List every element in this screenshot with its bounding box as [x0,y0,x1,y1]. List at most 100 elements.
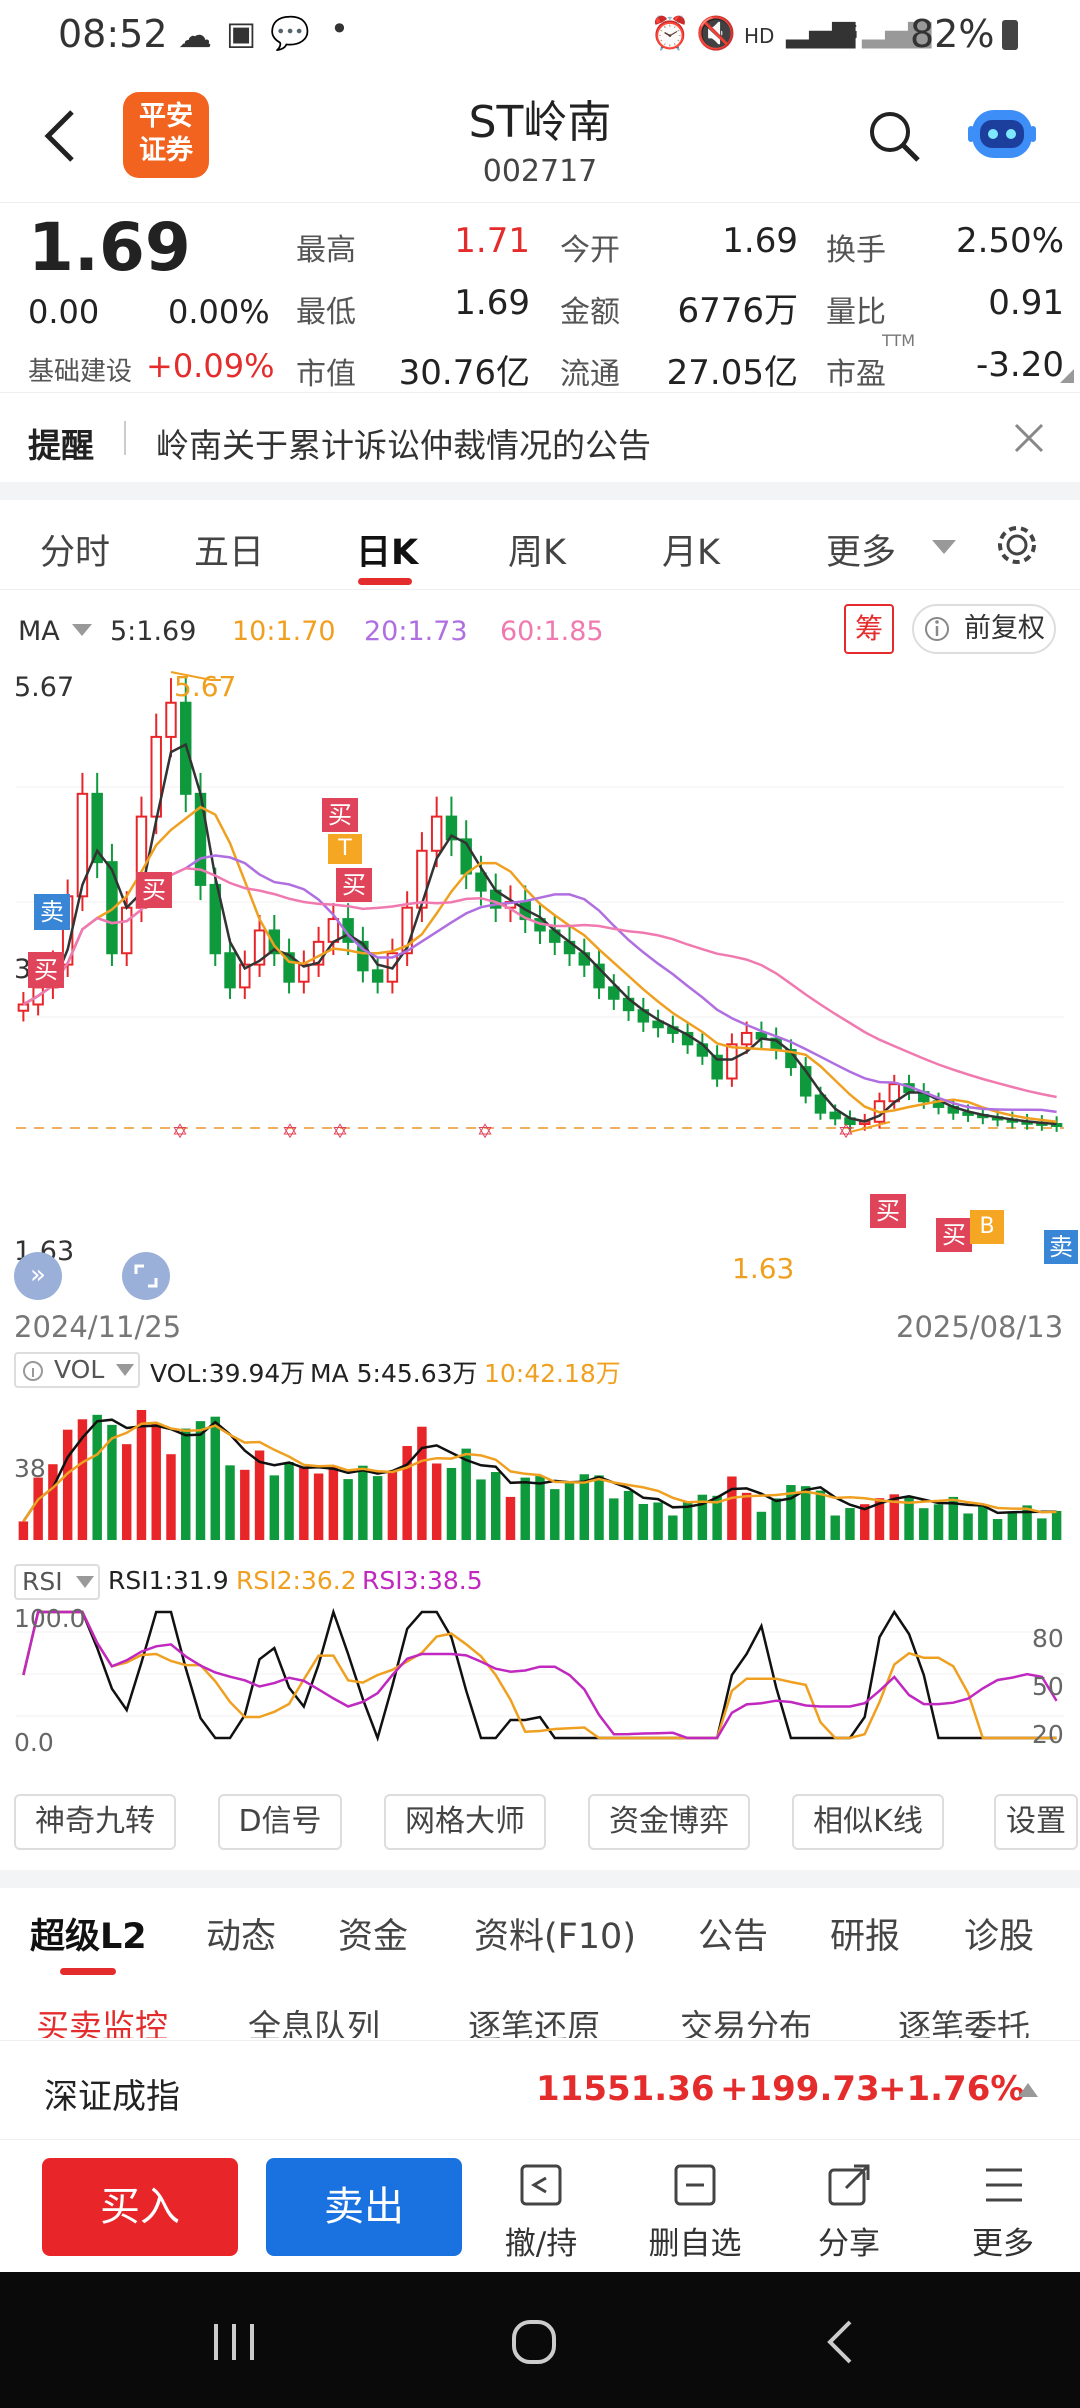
tool-similar-k[interactable]: 相似K线 [792,1794,944,1850]
rsi-selector[interactable]: RSI [14,1564,100,1600]
rsi-chart[interactable] [0,1604,1080,1754]
rsi2-value: RSI2:36.2 [236,1566,357,1595]
price-change: 0.00 [28,293,100,331]
fullscreen-icon[interactable] [122,1252,170,1300]
axis-high-label: 5.67 [14,672,75,703]
tool-settings[interactable]: 设置 [994,1794,1078,1850]
tab-intraday[interactable]: 分时 [40,533,111,573]
info-icon [23,1361,43,1381]
recent-apps-icon[interactable] [206,2320,262,2364]
tab-5day[interactable]: 五日 [194,533,265,573]
tab-super-l2[interactable]: 超级L2 [30,1917,147,1957]
tool-fund-game[interactable]: 资金博弈 [588,1794,750,1850]
tool-magic-nine[interactable]: 神奇九转 [14,1794,176,1850]
robot-assistant-icon[interactable] [966,98,1038,166]
broker-logo[interactable]: 平安 证券 [123,92,209,178]
ma-dropdown-icon[interactable] [72,624,92,638]
sector-change: +0.09% [146,347,275,385]
tab-research[interactable]: 研报 [830,1917,901,1957]
collapse-sidebar-icon[interactable]: » [14,1252,62,1300]
chat-icon: 💬 [270,14,310,52]
volume-chart[interactable] [0,1390,1080,1550]
buy-signal-badge[interactable]: 买 [322,798,358,832]
tab-f10[interactable]: 资料(F10) [474,1917,636,1957]
volume-bar [299,1466,309,1540]
share-button[interactable]: 分享 [794,2160,904,2263]
remove-watchlist-button[interactable]: 删自选 [640,2160,750,2263]
hd-label: HD [744,24,775,48]
buy-button[interactable]: 买入 [42,2158,238,2256]
volume-bar [77,1419,88,1540]
chevron-up-icon[interactable] [1018,2083,1038,2097]
search-icon[interactable] [866,108,922,164]
candle-body [357,940,369,972]
vol-axis-label: 38 [14,1454,46,1483]
buy-signal-badge[interactable]: 买 [28,952,64,988]
vol-selector[interactable]: VOL [14,1352,140,1388]
t-signal-badge[interactable]: T [328,834,362,864]
rsi1-value: RSI1:31.9 [108,1566,229,1595]
sell-button[interactable]: 卖出 [266,2158,462,2256]
buy-signal-badge[interactable]: 买 [136,872,172,908]
buy-signal-badge[interactable]: 买 [936,1218,972,1252]
subtab-full-queue[interactable]: 全息队列 [248,2007,380,2038]
volume-bar [653,1502,663,1540]
tab-announcements[interactable]: 公告 [698,1917,769,1957]
subtab-trade-monitor[interactable]: 买卖监控 [36,2007,168,2038]
tool-d-signal[interactable]: D信号 [218,1794,342,1850]
expand-corner-icon[interactable] [1060,369,1074,383]
tab-daily-k[interactable]: 日K [356,533,419,573]
quote-label-float: 流通 [560,357,620,392]
buy-signal-badge[interactable]: 买 [336,868,372,902]
cancel-hold-button[interactable]: 撤/持 [486,2160,596,2263]
volume-bar [210,1416,220,1540]
index-ticker-bar[interactable]: 深证成指 11551.36 +199.73 +1.76% [0,2040,1080,2140]
menu-icon [986,2168,1022,2202]
sell-signal-badge[interactable]: 卖 [1044,1230,1078,1264]
subtab-trade-distribution[interactable]: 交易分布 [680,2007,812,2038]
close-icon[interactable] [1014,423,1044,453]
ma-label[interactable]: MA [18,616,60,647]
volume-bar [1051,1510,1062,1540]
subtab-tick-restore[interactable]: 逐笔还原 [468,2007,600,2038]
kline-chart-area[interactable]: MA 5:1.69 10:1.70 20:1.73 60:1.85 筹 前复权 … [0,590,1080,1780]
subtab-tick-orders[interactable]: 逐笔委托 [898,2007,1030,2038]
sector-name[interactable]: 基础建设 [28,357,133,387]
back-icon[interactable] [40,104,80,168]
back-nav-icon[interactable] [822,2318,858,2368]
more-button[interactable]: 更多 [948,2160,1058,2263]
volume-bar [446,1467,457,1540]
rsi-axis-bottom: 0.0 [14,1728,54,1757]
chevron-down-icon[interactable] [932,540,956,556]
sell-signal-badge[interactable]: 卖 [34,894,70,930]
tab-funds[interactable]: 资金 [338,1917,409,1957]
adjust-button[interactable]: 前复权 [912,604,1056,654]
battery-percent: 82% [910,12,995,56]
home-icon[interactable] [510,2318,560,2368]
chip-distribution-button[interactable]: 筹 [844,604,894,654]
volume-bar [874,1498,885,1540]
tab-weekly-k[interactable]: 周K [508,533,566,573]
cloud-icon: ☁ [178,16,212,56]
notice-text[interactable]: 岭南关于累计诉讼仲裁情况的公告 [156,426,651,465]
buy-signal-badge[interactable]: 买 [870,1194,906,1228]
volume-bar [550,1489,560,1540]
candle-body [91,792,103,864]
volume-bar [978,1506,988,1540]
tool-grid-master[interactable]: 网格大师 [384,1794,546,1850]
stock-name: ST岭南 [468,97,612,148]
tab-dynamics[interactable]: 动态 [206,1917,277,1957]
tab-more[interactable]: 更多 [826,533,897,573]
notice-bar[interactable]: 提醒 岭南关于累计诉讼仲裁情况的公告 [0,392,1080,482]
candle-body [327,918,340,943]
b-signal-badge[interactable]: B [970,1210,1004,1244]
price-change-pct: 0.00% [168,293,270,331]
gear-icon[interactable] [994,522,1040,568]
tab-diagnosis[interactable]: 诊股 [964,1917,1035,1957]
tab-monthly-k[interactable]: 月K [662,533,720,573]
rsi3-value: RSI3:38.5 [362,1566,483,1595]
volume-bar [343,1479,353,1540]
candle-body [430,815,443,852]
candle-body [814,1094,827,1114]
vol-ma5-value: MA 5:45.63万 [310,1359,478,1388]
